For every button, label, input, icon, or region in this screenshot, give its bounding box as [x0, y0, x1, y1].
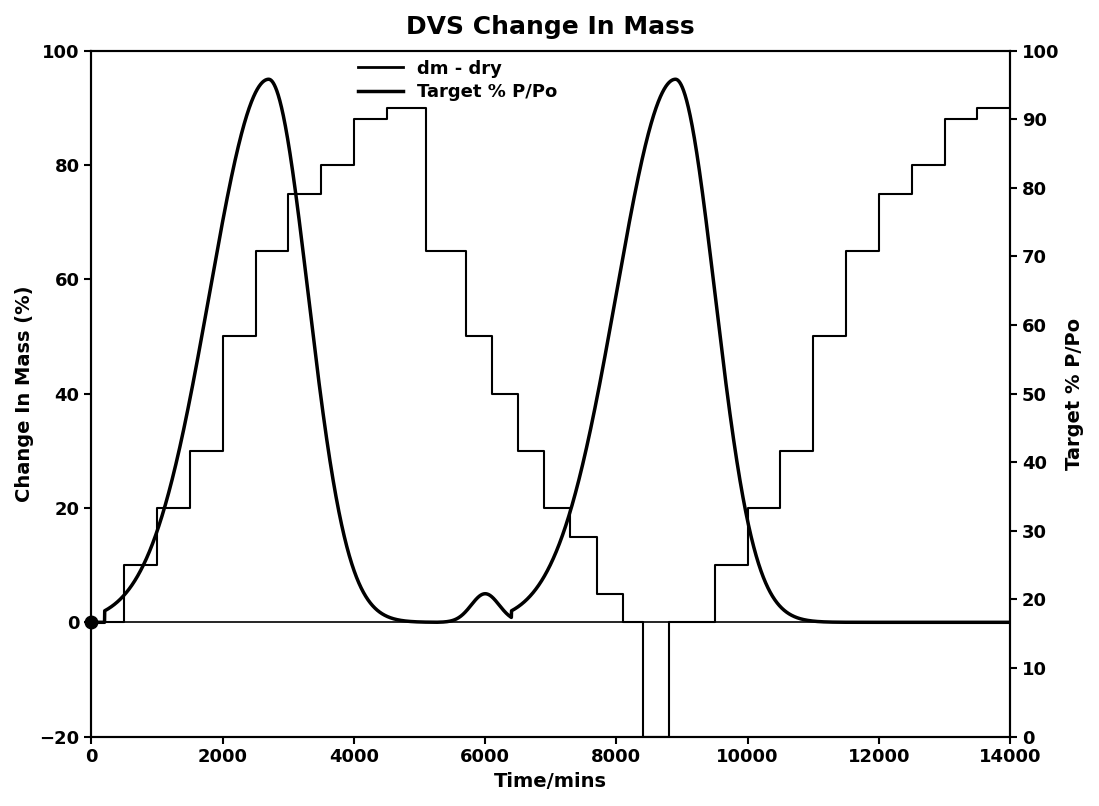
Y-axis label: Change In Mass (%): Change In Mass (%): [15, 285, 34, 502]
Title: DVS Change In Mass: DVS Change In Mass: [407, 15, 696, 39]
Legend: dm - dry, Target % P/Po: dm - dry, Target % P/Po: [358, 60, 557, 101]
X-axis label: Time/mins: Time/mins: [495, 772, 608, 791]
Y-axis label: Target % P/Po: Target % P/Po: [1065, 318, 1084, 470]
